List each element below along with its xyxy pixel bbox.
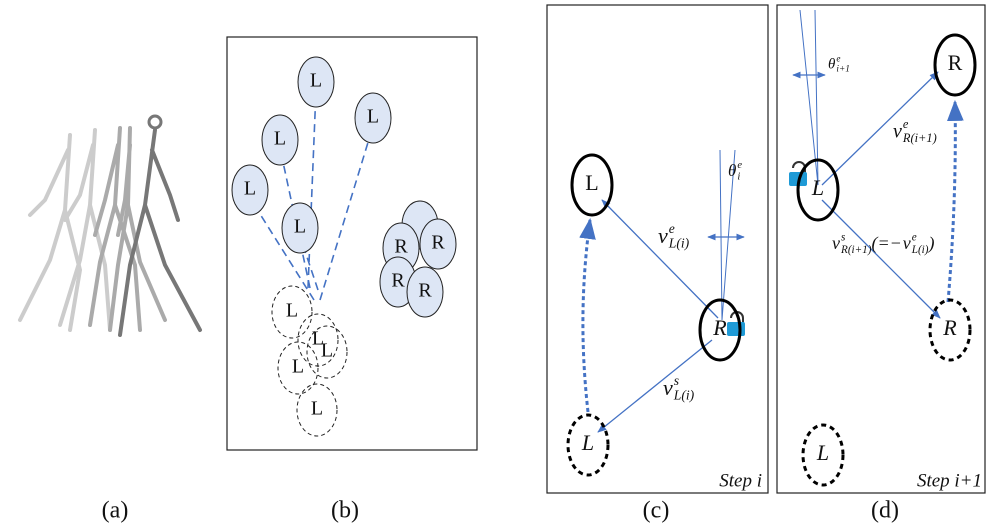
footprint-label: L [311,398,323,420]
footprint-label: R [431,232,445,254]
panel-d-vectors [793,10,955,318]
math-part: e [669,221,675,236]
trajectory [320,126,373,300]
footprint-label: L [274,128,286,150]
math-part: e [912,232,917,244]
math-part: v [893,121,902,143]
math-part: i+1 [836,65,850,75]
math-part: e [737,160,742,171]
footprint-label: R [942,315,957,340]
footprint-label: R [418,280,432,302]
footprint-label: L [310,70,322,92]
math-part: v [658,223,668,248]
math-part: e [903,117,909,131]
math-part: R(i+1) [840,244,872,256]
footprint-label: L [244,178,256,200]
math-part: e [836,54,840,64]
math-part: L(i) [673,388,695,404]
footprint-label: R [948,50,963,75]
footprint-label: L [292,356,304,378]
caption: (b) [331,498,359,524]
trajectory [308,90,316,288]
caption: (c) [643,498,670,524]
footprint-label: R [394,236,408,258]
caption: (d) [871,498,899,524]
math-part: s [841,232,845,244]
math-part: s [674,373,679,388]
footprint-label: L [816,440,829,465]
math-part: v [663,375,673,400]
skeleton-sequence [20,116,200,335]
math-part: v [903,233,911,253]
math-part: (=− [871,233,901,254]
math-part: θ [828,56,836,72]
figure: (a)(b)(c)(d)LLLLLRRRRLLLLLLRLRLRLθeiveL(… [0,0,990,527]
step-label: Step i+1 [917,470,982,491]
caption: (a) [102,498,129,524]
lock-icon [727,312,745,336]
footprint-label: L [585,170,598,195]
footprint-label: L [581,430,594,455]
step-label: Step i [719,470,762,491]
footprint-label: L [811,175,824,200]
math-part: i [737,172,740,183]
footprint-label: L [367,106,379,128]
math-part: v [832,233,840,253]
panel-c-frame [547,5,768,493]
footprint-label: L [286,300,298,322]
footprint-label: R [712,315,727,340]
math-part: R(i+1) [902,131,937,145]
math-part: L(i) [911,244,929,256]
footprint-label: L [321,340,333,362]
footprint-label: R [391,270,405,292]
math-part: ) [927,233,934,254]
math-part: θ [728,161,736,180]
math-part: L(i) [668,236,690,252]
footprint-label: L [294,216,306,238]
